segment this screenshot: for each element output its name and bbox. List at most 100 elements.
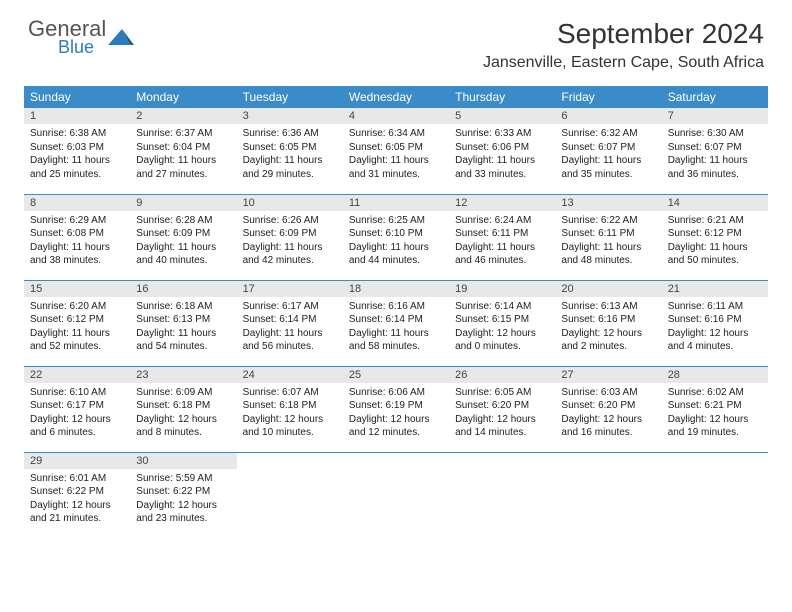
calendar-day: 21Sunrise: 6:11 AMSunset: 6:16 PMDayligh… <box>662 280 768 366</box>
day-line: Daylight: 11 hours <box>561 154 655 168</box>
calendar-day: 23Sunrise: 6:09 AMSunset: 6:18 PMDayligh… <box>130 366 236 452</box>
calendar-day: 17Sunrise: 6:17 AMSunset: 6:14 PMDayligh… <box>237 280 343 366</box>
calendar-day: 26Sunrise: 6:05 AMSunset: 6:20 PMDayligh… <box>449 366 555 452</box>
calendar-day: 30 Sunrise: 5:59 AMSunset: 6:22 PMDayligh… <box>130 452 236 538</box>
calendar-day: 25Sunrise: 6:06 AMSunset: 6:19 PMDayligh… <box>343 366 449 452</box>
day-line: and 33 minutes. <box>455 168 549 182</box>
location-subtitle: Jansenville, Eastern Cape, South Africa <box>483 54 764 72</box>
day-body: Sunrise: 6:16 AMSunset: 6:14 PMDaylight:… <box>343 297 449 358</box>
weekday-header: Saturday <box>662 86 768 108</box>
day-number: 16 <box>130 281 236 297</box>
day-line: Daylight: 11 hours <box>349 154 443 168</box>
day-number: 14 <box>662 195 768 211</box>
day-line: and 16 minutes. <box>561 426 655 440</box>
day-line: Daylight: 11 hours <box>30 327 124 341</box>
title-block: September 2024 Jansenville, Eastern Cape… <box>483 18 764 72</box>
day-line: Sunrise: 6:05 AM <box>455 386 549 400</box>
day-number: 8 <box>24 195 130 211</box>
day-number: 4 <box>343 108 449 124</box>
day-body: Sunrise: 6:14 AMSunset: 6:15 PMDaylight:… <box>449 297 555 358</box>
day-line: Sunset: 6:05 PM <box>243 141 337 155</box>
day-number: 28 <box>662 367 768 383</box>
calendar-day: 7Sunrise: 6:30 AMSunset: 6:07 PMDaylight… <box>662 108 768 194</box>
day-number: 22 <box>24 367 130 383</box>
weekday-header: Friday <box>555 86 661 108</box>
day-body: Sunrise: 6:22 AMSunset: 6:11 PMDaylight:… <box>555 211 661 272</box>
day-line: Sunrise: 6:30 AM <box>668 127 762 141</box>
day-line: Daylight: 12 hours <box>561 327 655 341</box>
day-body: Sunrise: 6:26 AMSunset: 6:09 PMDaylight:… <box>237 211 343 272</box>
day-line: and 36 minutes. <box>668 168 762 182</box>
day-line: and 2 minutes. <box>561 340 655 354</box>
day-body: Sunrise: 6:37 AMSunset: 6:04 PMDaylight:… <box>130 124 236 185</box>
day-line: and 8 minutes. <box>136 426 230 440</box>
day-line: and 46 minutes. <box>455 254 549 268</box>
day-line: Sunset: 6:08 PM <box>30 227 124 241</box>
logo-word-blue: Blue <box>58 38 106 56</box>
day-body: Sunrise: 6:38 AMSunset: 6:03 PMDaylight:… <box>24 124 130 185</box>
day-body: Sunrise: 6:09 AMSunset: 6:18 PMDaylight:… <box>130 383 236 444</box>
day-line: Sunrise: 6:22 AM <box>561 214 655 228</box>
calendar-day: 6Sunrise: 6:32 AMSunset: 6:07 PMDaylight… <box>555 108 661 194</box>
day-number: 30 <box>130 453 236 469</box>
day-number: 17 <box>237 281 343 297</box>
day-line: Sunset: 6:07 PM <box>668 141 762 155</box>
day-line: Sunrise: 6:38 AM <box>30 127 124 141</box>
day-number: 27 <box>555 367 661 383</box>
day-body: Sunrise: 6:17 AMSunset: 6:14 PMDaylight:… <box>237 297 343 358</box>
calendar-day: 18Sunrise: 6:16 AMSunset: 6:14 PMDayligh… <box>343 280 449 366</box>
calendar-day: 27Sunrise: 6:03 AMSunset: 6:20 PMDayligh… <box>555 366 661 452</box>
day-line: Sunrise: 5:59 AM <box>136 472 230 486</box>
calendar-empty <box>449 452 555 538</box>
day-number: 21 <box>662 281 768 297</box>
day-line: and 6 minutes. <box>30 426 124 440</box>
day-body: Sunrise: 6:24 AMSunset: 6:11 PMDaylight:… <box>449 211 555 272</box>
day-line: and 35 minutes. <box>561 168 655 182</box>
day-body: Sunrise: 6:11 AMSunset: 6:16 PMDaylight:… <box>662 297 768 358</box>
calendar-day: 19Sunrise: 6:14 AMSunset: 6:15 PMDayligh… <box>449 280 555 366</box>
day-body: Sunrise: 6:21 AMSunset: 6:12 PMDaylight:… <box>662 211 768 272</box>
day-body: Sunrise: 6:28 AMSunset: 6:09 PMDaylight:… <box>130 211 236 272</box>
day-number: 29 <box>24 453 130 469</box>
day-number: 26 <box>449 367 555 383</box>
day-line: Sunrise: 6:33 AM <box>455 127 549 141</box>
calendar-empty <box>343 452 449 538</box>
day-line: and 21 minutes. <box>30 512 124 526</box>
calendar-day: 13Sunrise: 6:22 AMSunset: 6:11 PMDayligh… <box>555 194 661 280</box>
day-line: Sunrise: 6:11 AM <box>668 300 762 314</box>
day-line: and 0 minutes. <box>455 340 549 354</box>
day-line: Sunset: 6:09 PM <box>243 227 337 241</box>
day-line: Sunset: 6:06 PM <box>455 141 549 155</box>
day-line: Sunset: 6:18 PM <box>243 399 337 413</box>
day-body: Sunrise: 6:03 AMSunset: 6:20 PMDaylight:… <box>555 383 661 444</box>
day-line: Sunset: 6:22 PM <box>136 485 230 499</box>
day-body: Sunrise: 6:33 AMSunset: 6:06 PMDaylight:… <box>449 124 555 185</box>
day-line: Sunset: 6:18 PM <box>136 399 230 413</box>
calendar-day: 28Sunrise: 6:02 AMSunset: 6:21 PMDayligh… <box>662 366 768 452</box>
day-line: Sunrise: 6:32 AM <box>561 127 655 141</box>
day-line: Sunrise: 6:07 AM <box>243 386 337 400</box>
day-number: 24 <box>237 367 343 383</box>
day-line: Sunrise: 6:16 AM <box>349 300 443 314</box>
day-line: Sunset: 6:14 PM <box>243 313 337 327</box>
day-body: Sunrise: 6:01 AMSunset: 6:22 PMDaylight:… <box>24 469 130 530</box>
calendar-day: 4Sunrise: 6:34 AMSunset: 6:05 PMDaylight… <box>343 108 449 194</box>
day-line: and 12 minutes. <box>349 426 443 440</box>
day-line: Sunset: 6:11 PM <box>561 227 655 241</box>
day-line: Daylight: 11 hours <box>136 241 230 255</box>
calendar-week: 29Sunrise: 6:01 AMSunset: 6:22 PMDayligh… <box>24 452 768 538</box>
day-line: Sunrise: 6:26 AM <box>243 214 337 228</box>
day-line: and 56 minutes. <box>243 340 337 354</box>
day-body: Sunrise: 6:25 AMSunset: 6:10 PMDaylight:… <box>343 211 449 272</box>
day-body: Sunrise: 6:05 AMSunset: 6:20 PMDaylight:… <box>449 383 555 444</box>
day-line: Sunset: 6:13 PM <box>136 313 230 327</box>
day-line: Daylight: 12 hours <box>136 499 230 513</box>
day-line: Daylight: 11 hours <box>136 154 230 168</box>
day-body: Sunrise: 6:32 AMSunset: 6:07 PMDaylight:… <box>555 124 661 185</box>
calendar-day: 1Sunrise: 6:38 AMSunset: 6:03 PMDaylight… <box>24 108 130 194</box>
header: General Blue September 2024 Jansenville,… <box>0 0 792 80</box>
day-line: and 50 minutes. <box>668 254 762 268</box>
day-line: and 31 minutes. <box>349 168 443 182</box>
day-line: and 48 minutes. <box>561 254 655 268</box>
day-line: Sunrise: 6:02 AM <box>668 386 762 400</box>
